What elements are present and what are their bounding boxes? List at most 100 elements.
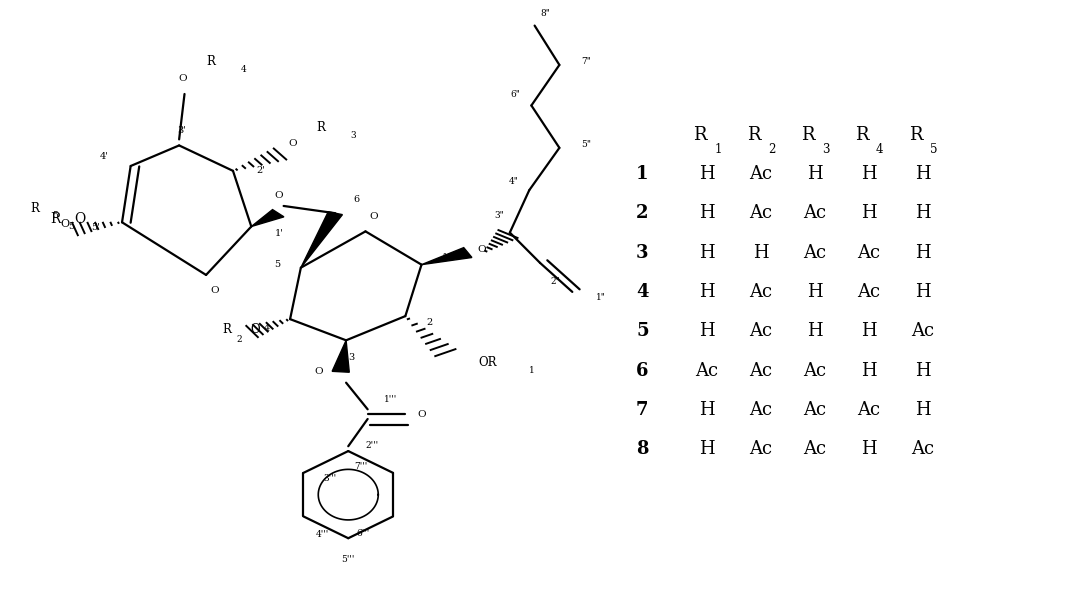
Text: H: H <box>807 283 823 301</box>
Text: H: H <box>861 204 876 222</box>
Text: 4''': 4''' <box>316 530 329 539</box>
Text: 5: 5 <box>53 211 58 220</box>
Text: H: H <box>915 244 930 261</box>
Text: O: O <box>75 212 86 226</box>
Text: 8: 8 <box>636 440 649 458</box>
Text: H: H <box>915 165 930 183</box>
Text: 2: 2 <box>426 317 432 326</box>
Text: H: H <box>861 440 876 458</box>
Text: H: H <box>915 362 930 379</box>
Text: Ac: Ac <box>858 401 880 419</box>
Text: H: H <box>807 322 823 340</box>
Text: Ac: Ac <box>858 244 880 261</box>
Text: 2''': 2''' <box>365 441 378 449</box>
Text: H: H <box>915 401 930 419</box>
Text: 3''': 3''' <box>324 474 337 483</box>
Text: H: H <box>699 401 715 419</box>
Text: 1''': 1''' <box>383 395 397 404</box>
Text: 3: 3 <box>822 143 829 156</box>
Text: O: O <box>315 367 324 376</box>
Text: H: H <box>699 165 715 183</box>
Text: Ac: Ac <box>910 322 934 340</box>
Text: 7''': 7''' <box>354 462 367 471</box>
Text: R: R <box>693 125 707 143</box>
Text: 6''': 6''' <box>356 529 369 538</box>
Text: R: R <box>801 125 814 143</box>
Text: 1: 1 <box>529 366 535 375</box>
Text: H: H <box>915 283 930 301</box>
Text: O: O <box>274 190 283 199</box>
Text: 1: 1 <box>715 143 721 156</box>
Text: 6": 6" <box>511 90 521 99</box>
Text: O: O <box>60 218 69 229</box>
Text: R: R <box>909 125 922 143</box>
Text: Ac: Ac <box>750 283 772 301</box>
Text: H: H <box>915 204 930 222</box>
Text: 4: 4 <box>876 143 883 156</box>
Text: 1: 1 <box>636 165 649 183</box>
Text: 1': 1' <box>275 229 284 238</box>
Text: H: H <box>807 165 823 183</box>
Text: O: O <box>417 410 426 419</box>
Text: H: H <box>699 322 715 340</box>
Polygon shape <box>301 212 342 268</box>
Text: 7: 7 <box>636 401 649 419</box>
Text: Ac: Ac <box>804 204 826 222</box>
Text: O: O <box>477 245 486 254</box>
Text: 3: 3 <box>636 244 649 261</box>
Text: 4: 4 <box>241 65 246 74</box>
Text: 4": 4" <box>509 177 518 185</box>
Text: 5: 5 <box>930 143 937 156</box>
Text: H: H <box>699 283 715 301</box>
Text: Ac: Ac <box>910 440 934 458</box>
Text: 4: 4 <box>264 323 270 333</box>
Text: Ac: Ac <box>804 244 826 261</box>
Text: H: H <box>699 204 715 222</box>
Text: 5': 5' <box>92 223 100 232</box>
Text: Ac: Ac <box>750 362 772 379</box>
Text: 3: 3 <box>349 353 354 362</box>
Text: O: O <box>369 212 378 221</box>
Text: R: R <box>316 121 325 134</box>
Text: Ac: Ac <box>750 401 772 419</box>
Text: OR: OR <box>478 356 497 369</box>
Text: 2": 2" <box>551 277 561 286</box>
Text: H: H <box>861 165 876 183</box>
Text: 5": 5" <box>581 140 591 150</box>
Text: R: R <box>855 125 868 143</box>
Text: Ac: Ac <box>750 322 772 340</box>
Text: 2': 2' <box>257 167 266 175</box>
Text: H: H <box>861 322 876 340</box>
Text: R: R <box>51 212 60 226</box>
Text: 5: 5 <box>636 322 649 340</box>
Text: 6: 6 <box>636 362 649 379</box>
Text: 3: 3 <box>350 131 356 140</box>
Text: Ac: Ac <box>804 440 826 458</box>
Text: Ac: Ac <box>696 362 718 379</box>
Text: O: O <box>288 139 297 148</box>
Text: Ac: Ac <box>858 283 880 301</box>
Text: Ac: Ac <box>750 165 772 183</box>
Text: O: O <box>251 323 260 336</box>
Text: R: R <box>747 125 760 143</box>
Text: R: R <box>30 202 39 215</box>
Text: 5: 5 <box>68 222 75 231</box>
Polygon shape <box>333 340 349 372</box>
Text: H: H <box>753 244 769 261</box>
Text: R: R <box>206 55 215 69</box>
Text: Ac: Ac <box>804 362 826 379</box>
Text: O: O <box>178 74 187 83</box>
Text: 1": 1" <box>596 294 606 302</box>
Text: 2: 2 <box>636 204 649 222</box>
Text: Ac: Ac <box>750 204 772 222</box>
Text: 4': 4' <box>100 153 109 162</box>
Text: Ac: Ac <box>750 440 772 458</box>
Text: Ac: Ac <box>804 401 826 419</box>
Text: 2: 2 <box>237 336 242 345</box>
Text: H: H <box>861 362 876 379</box>
Text: 5: 5 <box>274 260 280 269</box>
Text: R: R <box>222 323 231 336</box>
Text: 5''': 5''' <box>341 555 355 564</box>
Text: 2: 2 <box>768 143 775 156</box>
Text: 8": 8" <box>540 9 551 18</box>
